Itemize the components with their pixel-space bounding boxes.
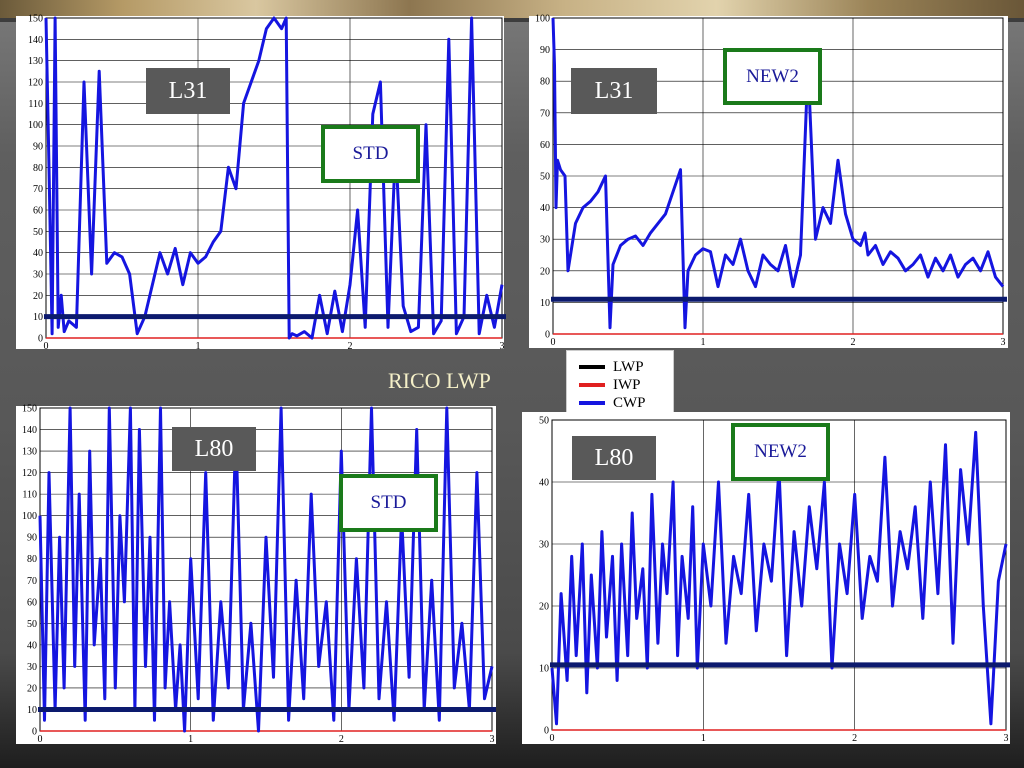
y-tick-label: 40 [540,203,550,214]
x-tick-label: 0 [551,337,556,348]
y-tick-label: 20 [33,291,43,302]
y-tick-label: 60 [33,206,43,217]
x-tick-label: 1 [701,733,706,744]
y-tick-label: 0 [545,330,550,341]
chart-panel-l80-std: 0 10 20 30 40 50 60 70 80 90 100 110 120 130 140 150 0 1 2… [16,404,496,745]
x-tick-label: 2 [339,734,344,745]
y-tick-label: 50 [33,227,43,238]
chart-panel-l31-std: 0 10 20 30 40 50 60 70 80 90 100 110 120 130 140 150 0 1 2… [16,14,506,352]
y-tick-label: 50 [539,416,549,427]
series-cwp-line [38,406,494,733]
legend-swatch-cwp [579,401,605,405]
y-tick-label: 110 [22,490,37,501]
chart-svg-l31-std: 0 10 20 30 40 50 60 70 80 90 100 110 120 130 140 150 0 1 2… [28,14,506,352]
y-tick-label: 100 [535,14,550,25]
x-tick-label: 2 [348,341,353,352]
x-tick-label: 3 [500,341,505,352]
chart-tag-l31-std: L31 [146,68,230,114]
y-tick-label: 130 [28,56,43,67]
y-tick-label: 30 [33,270,43,281]
x-tick-label: 2 [852,733,857,744]
y-tick-label: 140 [28,35,43,46]
y-tick-label: 130 [22,447,37,458]
legend-label-iwp: IWP [613,376,641,393]
legend-item-iwp: IWP [579,375,641,395]
y-tick-label: 40 [27,640,37,651]
plot-frame [45,17,503,339]
y-tick-label: 40 [33,248,43,259]
chart-tag-l80-std: L80 [172,427,256,471]
legend-item-cwp: CWP [579,393,646,413]
x-tick-label: 3 [1001,337,1006,348]
y-tick-label: 80 [540,77,550,88]
y-tick-label: 10 [27,705,37,716]
legend-item-lwp: LWP [579,357,644,377]
figure-title: RICO LWP [388,368,491,393]
y-tick-label: 50 [27,619,37,630]
y-tick-label: 0 [32,727,37,738]
y-tick-label: 80 [33,163,43,174]
chart-tag-l80-new2: L80 [572,436,656,480]
y-tick-label: 140 [22,425,37,436]
y-tick-label: 150 [28,14,43,25]
y-tick-label: 20 [539,602,549,613]
y-tick-label: 30 [27,662,37,673]
y-tick-label: 0 [544,726,549,737]
y-tick-label: 90 [27,533,37,544]
x-tick-label: 1 [188,734,193,745]
y-tick-label: 30 [539,540,549,551]
y-tick-label: 120 [28,78,43,89]
series-cwp-line [44,16,504,340]
y-tick-label: 30 [540,235,550,246]
y-tick-label: 20 [27,683,37,694]
scheme-label-l80-std: STD [339,474,438,532]
y-tick-label: 10 [540,298,550,309]
y-tick-label: 60 [27,597,37,608]
x-tick-label: 1 [196,341,201,352]
chart-legend: LWP IWP CWP [566,350,674,416]
y-tick-label: 100 [22,511,37,522]
scheme-label-l80-new2: NEW2 [731,423,830,481]
series-cwp-line [551,17,1005,330]
chart-svg-l80-std: 0 10 20 30 40 50 60 70 80 90 100 110 120 130 140 150 0 1 2… [22,404,496,745]
legend-swatch-lwp [579,365,605,369]
x-tick-label: 0 [44,341,49,352]
series-cwp-line [550,430,1008,726]
legend-label-lwp: LWP [613,358,644,375]
scheme-label-l31-new2: NEW2 [723,48,822,105]
y-tick-label: 90 [33,142,43,153]
y-tick-label: 10 [33,312,43,323]
y-tick-label: 150 [22,404,37,415]
x-tick-label: 0 [38,734,43,745]
scheme-label-l31-std: STD [321,125,420,183]
y-tick-label: 70 [540,108,550,119]
y-tick-label: 120 [22,468,37,479]
chart-tag-l31-new2: L31 [571,68,657,114]
legend-swatch-iwp [579,383,605,387]
y-tick-label: 100 [28,120,43,131]
x-tick-label: 3 [490,734,495,745]
x-tick-label: 0 [550,733,555,744]
y-tick-label: 60 [540,140,550,151]
chart-svg-l80-new2: 0 10 20 30 40 50 0 1 2 3 [539,416,1010,744]
x-tick-label: 2 [851,337,856,348]
y-tick-label: 10 [539,664,549,675]
x-tick-label: 3 [1004,733,1009,744]
y-tick-label: 90 [540,45,550,56]
y-tick-label: 0 [38,334,43,345]
y-tick-label: 110 [28,99,43,110]
x-tick-label: 1 [701,337,706,348]
y-tick-label: 20 [540,266,550,277]
y-tick-label: 40 [539,478,549,489]
y-tick-label: 70 [27,576,37,587]
legend-label-cwp: CWP [613,394,646,411]
y-tick-label: 70 [33,184,43,195]
y-tick-label: 50 [540,172,550,183]
y-tick-label: 80 [27,554,37,565]
